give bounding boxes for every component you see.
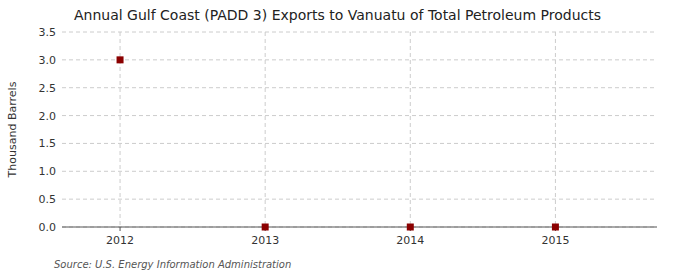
x-tick: [120, 227, 121, 231]
grid-line: [555, 32, 556, 227]
x-tick-label: 2014: [396, 234, 424, 247]
grid-line: [62, 171, 657, 172]
grid-line: [62, 32, 657, 33]
y-tick-label: 1.5: [39, 137, 57, 150]
x-tick-label: 2013: [251, 234, 279, 247]
y-tick-label: 0.5: [39, 193, 57, 206]
grid: [62, 32, 657, 227]
point: [407, 224, 414, 231]
title: Annual Gulf Coast (PADD 3) Exports to Va…: [74, 7, 601, 23]
chart: Annual Gulf Coast (PADD 3) Exports to Va…: [0, 0, 675, 275]
point: [117, 56, 124, 63]
x-tick-label: 2012: [106, 234, 134, 247]
x-axis-line: [62, 227, 657, 228]
grid-line: [410, 32, 411, 227]
source-note: Source: U.S. Energy Information Administ…: [54, 259, 291, 270]
y-tick-label: 2.5: [39, 82, 57, 95]
y-tick-label: 3.0: [39, 54, 57, 67]
y-axis-label: Thousand Barrels: [6, 81, 19, 178]
x-tick-label: 2015: [541, 234, 569, 247]
y-tick-label: 3.5: [39, 26, 57, 39]
axes: 0.0 0.5 1.0 1.5 2.0 2.5 3.0 3.5 2012 2013 2014 2015: [39, 26, 658, 247]
grid-line: [62, 143, 657, 144]
point: [262, 224, 269, 231]
point: [552, 224, 559, 231]
grid-line: [265, 32, 266, 227]
grid-line: [62, 87, 657, 88]
grid-line: [62, 115, 657, 116]
points: [117, 56, 559, 230]
grid-line: [62, 59, 657, 60]
y-tick-label: 0.0: [39, 221, 57, 234]
y-tick-label: 1.0: [39, 165, 57, 178]
grid-line: [62, 227, 657, 228]
grid-line: [62, 199, 657, 200]
y-tick-label: 2.0: [39, 110, 57, 123]
